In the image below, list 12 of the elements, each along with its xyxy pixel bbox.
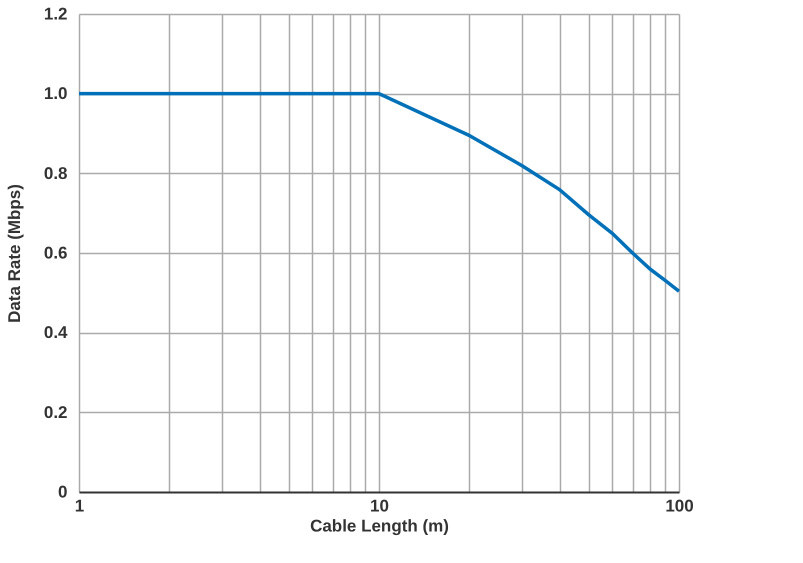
x-axis-title: Cable Length (m) [310, 516, 449, 536]
x-tick-label: 1 [74, 496, 84, 516]
y-tick-label: 0 [58, 482, 68, 502]
y-tick-label: 0.4 [44, 323, 68, 342]
y-tick-label: 1.2 [44, 4, 68, 24]
y-tick-label: 0.6 [44, 244, 68, 262]
x-tick-label: 100 [665, 496, 694, 516]
y-axis-title: Data Rate (Mbps) [4, 184, 24, 323]
y-tick-label: 0.8 [44, 164, 68, 183]
y-tick-label: 0.2 [44, 402, 68, 422]
y-tick-label: 1.0 [44, 84, 68, 104]
x-tick-label: 10 [370, 496, 389, 516]
